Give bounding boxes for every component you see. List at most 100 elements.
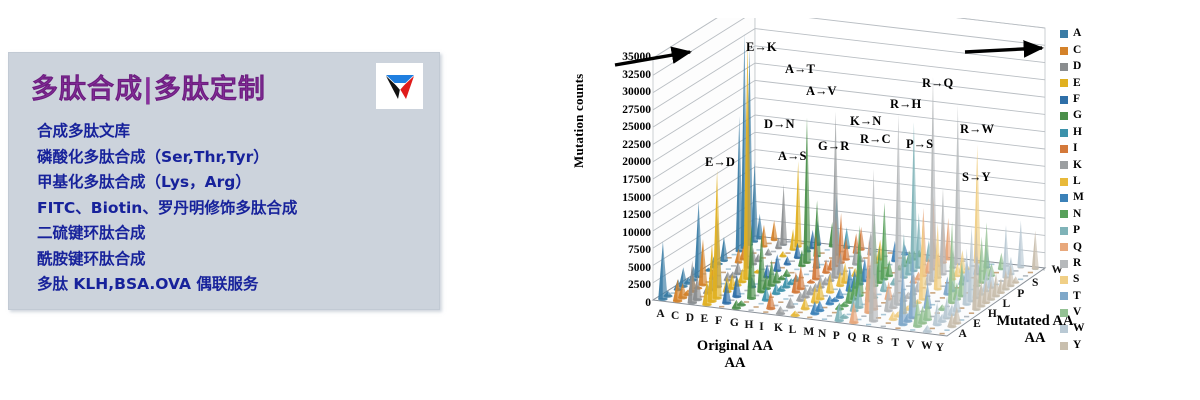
chart-annotation: D→N (764, 117, 795, 131)
legend-item[interactable]: T (1060, 288, 1118, 304)
y-axis-tick: 5000 (628, 261, 651, 274)
legend-label: T (1073, 289, 1081, 302)
legend-label: C (1073, 43, 1082, 56)
legend-label: L (1073, 174, 1081, 187)
legend-item[interactable]: K (1060, 157, 1118, 173)
x-axis-tick: W (920, 340, 933, 353)
legend-swatch-icon (1060, 276, 1068, 285)
chart-annotation: K→N (850, 114, 882, 128)
legend-swatch-icon (1060, 308, 1068, 317)
x-axis-tick: R (862, 333, 871, 346)
trend-arrow-left (614, 46, 693, 67)
legend-label: S (1073, 273, 1080, 286)
legend-swatch-icon (1060, 62, 1068, 71)
legend-item[interactable]: I (1060, 141, 1118, 157)
chart-annotation: R→H (890, 97, 922, 111)
z-axis-title: Mutated AA AA (975, 313, 1095, 347)
legend-item[interactable]: P (1060, 223, 1118, 239)
legend-label: H (1073, 125, 1082, 138)
legend-swatch-icon (1060, 95, 1068, 104)
z-axis-tick: W (1051, 263, 1064, 276)
y-axis-tick: 20000 (622, 156, 651, 169)
legend-item[interactable]: Q (1060, 239, 1118, 255)
legend-swatch-icon (1060, 243, 1068, 252)
legend-swatch-icon (1060, 30, 1068, 39)
legend-item[interactable]: R (1060, 255, 1118, 271)
z-axis-tick: L (1002, 297, 1011, 310)
legend-swatch-icon (1060, 210, 1068, 219)
legend-swatch-icon (1060, 341, 1068, 350)
chart-annotation: E→D (705, 155, 735, 169)
list-item: FITC、Biotin、罗丹明修饰多肽合成 (37, 198, 298, 217)
legend-label: I (1073, 142, 1078, 155)
y-axis-tick: 7500 (628, 244, 651, 257)
legend-item[interactable]: H (1060, 124, 1118, 140)
legend-swatch-icon (1060, 128, 1068, 137)
promo-title: 多肽合成|多肽定制 (31, 74, 266, 105)
legend-item[interactable]: A (1060, 26, 1118, 42)
legend-swatch-icon (1060, 325, 1068, 334)
chart-annotation: R→C (860, 132, 891, 146)
mutation-counts-3d-chart: Mutation counts 35000 32500 30000 27500 2500… (571, 18, 1200, 390)
y-axis-tick: 2500 (628, 279, 651, 292)
legend-item[interactable]: W (1060, 321, 1118, 337)
legend-item[interactable]: N (1060, 206, 1118, 222)
legend-label: P (1073, 224, 1081, 237)
legend-item[interactable]: V (1060, 305, 1118, 321)
trend-arrow-right (964, 40, 1045, 58)
legend-swatch-icon (1060, 46, 1068, 55)
legend-item[interactable]: D (1060, 59, 1118, 75)
legend-item[interactable]: Y (1060, 337, 1118, 353)
x-axis-tick: F (715, 315, 723, 328)
chart-annotation: A→S (778, 149, 807, 163)
legend-swatch-icon (1060, 79, 1068, 88)
legend-label: F (1073, 93, 1081, 105)
legend-label: Q (1073, 240, 1082, 253)
chart-annotation: A→T (785, 62, 815, 76)
list-item: 磷酸化多肽合成（Ser,Thr,Tyr） (37, 147, 269, 166)
z-axis-tick: P (1017, 287, 1025, 300)
x-axis-title-line1: Original AA (696, 338, 774, 354)
z-axis-title-line1: Mutated AA (996, 313, 1074, 329)
x-axis-tick: H (744, 318, 754, 331)
legend-swatch-icon (1060, 177, 1068, 186)
legend-label: R (1073, 256, 1082, 269)
x-axis-tick: I (759, 320, 764, 333)
x-axis-tick: C (671, 309, 680, 322)
legend-label: K (1073, 158, 1082, 171)
z-axis-tick: S (1031, 277, 1039, 290)
legend-item[interactable]: M (1060, 190, 1118, 206)
z-axis-tick: A (958, 328, 967, 341)
x-axis-tick: T (891, 336, 900, 349)
list-item: 多肽 KLH,BSA.OVA 偶联服务 (37, 275, 259, 293)
legend-item[interactable]: C (1060, 42, 1118, 58)
legend-item[interactable]: G (1060, 108, 1118, 124)
x-axis-tick: A (656, 307, 665, 320)
legend-swatch-icon (1060, 161, 1068, 170)
x-axis-tick: L (788, 324, 797, 337)
z-axis-tick: H (987, 307, 997, 320)
x-axis-tick: G (729, 316, 739, 329)
legend-item[interactable]: E (1060, 75, 1118, 91)
legend-swatch-icon (1060, 194, 1068, 203)
legend-label: W (1073, 322, 1085, 335)
legend-item[interactable]: F (1060, 92, 1118, 108)
y-axis-tick: 17500 (622, 174, 651, 186)
legend-item[interactable]: L (1060, 174, 1118, 190)
legend-label: V (1073, 306, 1082, 319)
promo-panel: 多肽合成|多肽定制 合成多肽文库 磷酸化多肽合成（Ser,Thr,Tyr） 甲基… (8, 52, 440, 310)
x-axis-tick: E (700, 313, 709, 326)
y-axis-tick: 25000 (622, 121, 651, 134)
y-axis-tick: 10000 (622, 226, 651, 239)
legend-label: N (1073, 207, 1082, 220)
list-item: 合成多肽文库 (37, 122, 131, 140)
legend-item[interactable]: S (1060, 272, 1118, 288)
chart-annotation: R→W (960, 122, 995, 136)
y-axis-tick: 15000 (622, 191, 651, 204)
z-axis-tick: E (973, 318, 981, 331)
chart-annotation: A→V (806, 84, 837, 98)
list-item: 二硫键环肽合成 (37, 224, 146, 242)
y-axis-tick: 12500 (622, 209, 651, 222)
x-axis-tick: P (832, 329, 840, 342)
